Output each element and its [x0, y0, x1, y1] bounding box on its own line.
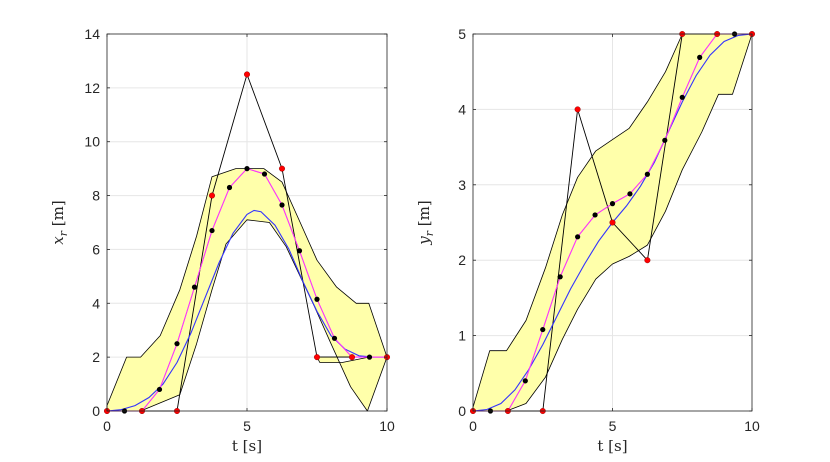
left-control-point — [279, 165, 286, 172]
right-control-point — [574, 106, 581, 113]
left-x-axis-label: t [s] — [232, 437, 262, 455]
left-y-axis-label-unit: [m] — [49, 200, 67, 231]
right-sample-point — [592, 212, 598, 218]
left-sample-point — [279, 202, 285, 208]
left-y-axis-label: xr [m] — [49, 200, 70, 244]
right-x-axis-label: t [s] — [597, 437, 627, 455]
left-sample-point — [331, 335, 338, 341]
right-sample-point — [627, 191, 633, 197]
right-sample-point — [644, 171, 650, 177]
right-y-tick-label: 2 — [458, 252, 466, 268]
right-y-tick-label: 0 — [458, 403, 466, 419]
right-sample-point — [679, 94, 685, 100]
right-control-point — [644, 257, 651, 264]
right-sample-point — [609, 201, 616, 207]
left-sample-point — [296, 248, 303, 254]
left-sample-point — [366, 354, 373, 360]
left-y-tick-label: 8 — [92, 188, 100, 204]
left-control-point — [243, 71, 250, 78]
right-y-axis-label-unit: [m] — [415, 200, 433, 231]
left-control-point — [349, 354, 356, 361]
right-x-tick-label: 10 — [744, 418, 760, 434]
right-sample-point — [697, 54, 703, 60]
left-x-tick-label: 5 — [243, 418, 251, 434]
right-y-tick-label: 5 — [458, 26, 466, 42]
left-y-tick-label: 14 — [84, 26, 100, 42]
left-subplot-x-position: 0 5 10 0 2 4 6 8 10 12 14 t [s] xr [m] — [49, 26, 395, 455]
left-sample-point — [174, 341, 180, 347]
left-sample-point — [314, 296, 320, 302]
left-x-tick-label: 10 — [379, 418, 395, 434]
left-control-point — [208, 192, 215, 199]
right-sample-point — [662, 137, 668, 143]
left-y-tick-label: 12 — [84, 80, 100, 96]
right-sample-point — [540, 326, 546, 333]
left-y-axis-label-subscript: r — [57, 230, 70, 236]
left-y-tick-label: 2 — [92, 349, 100, 365]
left-sample-point — [209, 227, 215, 234]
left-sample-point — [261, 171, 268, 177]
left-y-tick-label: 10 — [84, 134, 100, 150]
left-y-axis-label-variable: x — [49, 236, 67, 245]
right-y-axis-label-subscript: r — [423, 230, 436, 236]
left-control-point — [314, 354, 321, 361]
right-x-tick-label: 0 — [469, 418, 477, 434]
right-sample-point — [575, 234, 581, 240]
left-sample-point — [191, 284, 198, 290]
right-sample-point — [557, 274, 563, 280]
right-x-tick-label: 5 — [609, 418, 617, 434]
right-y-tick-label: 4 — [458, 101, 466, 117]
right-y-axis-label-variable: y — [415, 236, 433, 246]
left-x-tick-label: 0 — [103, 418, 111, 434]
right-y-tick-label: 1 — [458, 328, 466, 344]
right-y-tick-label: 3 — [458, 177, 466, 193]
left-y-tick-label: 6 — [92, 241, 100, 257]
right-subplot-y-position: 0 5 10 0 1 2 3 4 5 t [s] yr [m] — [415, 26, 760, 455]
left-sample-point — [226, 184, 233, 191]
left-corridor-band — [106, 168, 388, 412]
right-control-point — [609, 219, 616, 226]
left-y-tick-label: 0 — [92, 403, 100, 419]
right-y-axis-label: yr [m] — [415, 200, 436, 245]
right-sample-point — [522, 378, 528, 384]
left-y-tick-label: 4 — [92, 295, 100, 311]
left-sample-point — [244, 166, 250, 172]
left-sample-point — [156, 386, 163, 393]
